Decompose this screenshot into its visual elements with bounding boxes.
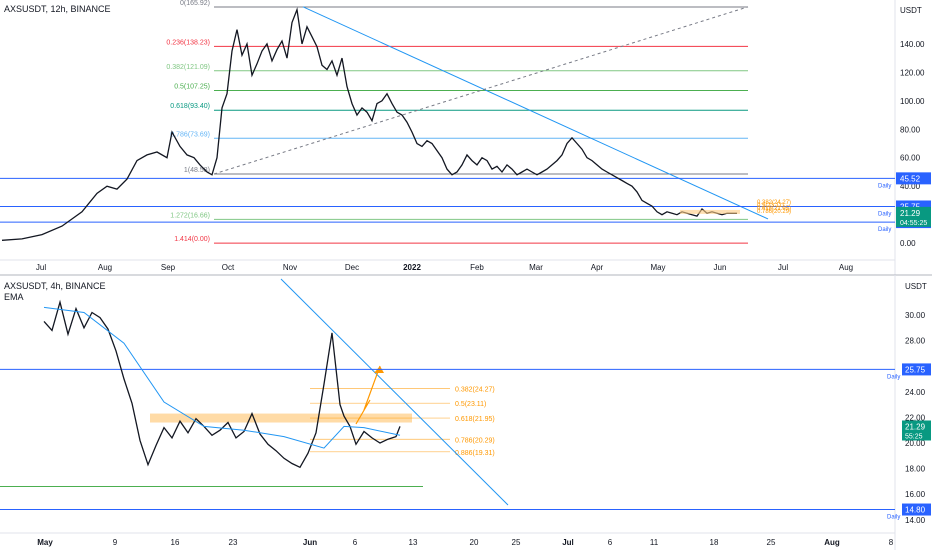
fib-level-label: 0.5(107.25) [174,83,210,90]
countdown-text: 55:25 [905,433,923,440]
y-tick-label: 20.00 [905,439,926,448]
bottom-chart-title: AXSUSDT, 4h, BINANCE [4,281,106,291]
x-tick-label: 2022 [403,263,421,272]
daily-level-label: Daily [887,515,900,521]
x-tick-label: Jun [714,263,727,272]
fib-level-label: 0.5(23.11) [455,401,486,408]
y-tick-label: 40.00 [900,182,921,191]
price-badge [902,363,931,376]
x-tick-label: May [37,538,53,547]
x-tick-label: 6 [608,538,613,547]
daily-level-label: Daily [878,183,891,189]
fib-level-label: 0.382(121.09) [166,64,210,71]
fib-level-label: 0.618(93.40) [170,103,210,110]
daily-level-label: Daily [887,374,900,380]
x-tick-label: 23 [229,538,238,547]
fib-level-label: 0.786(73.69) [170,131,210,138]
x-tick-label: 6 [353,538,358,547]
ema-indicator-label: EMA [4,292,24,302]
fib-zone-box [150,413,412,423]
mini-fib-label: 0.5(23.11) [757,203,784,209]
last-price-badge [902,420,931,441]
mini-fib-label: 0.618(21.95) [757,206,791,212]
y-tick-label: 140.00 [900,40,925,49]
price-series-line [43,299,401,469]
pane-bottom: AXSUSDT, 4h, BINANCE EMA USDT 0.382(24.2… [0,275,931,550]
fib-level-label: 0.886(19.31) [455,450,495,457]
bottom-unit-label: USDT [905,282,927,291]
y-tick-label: 24.00 [905,388,926,397]
x-tick-label: Oct [222,263,235,272]
x-tick-label: Nov [283,263,297,272]
y-tick-label: 80.00 [900,125,921,134]
fib-level-label: 1.414(0.00) [174,236,210,243]
countdown-text: 04:55:25 [900,220,927,227]
fib-level-label: 0.786(20.29) [455,437,495,444]
mini-fib-label: 0.786(20.29) [757,209,791,215]
x-tick-label: Jun [303,538,317,547]
x-tick-label: 8 [889,538,894,547]
y-tick-label: 120.00 [900,68,925,77]
last-price-text: 21.29 [905,422,926,431]
fib-level-label: 0(165.92) [180,0,210,7]
x-tick-label: Jul [36,263,46,272]
x-tick-label: 11 [650,538,659,547]
daily-level-label: Daily [878,211,891,217]
price-badge-text: 14.80 [905,506,926,515]
y-tick-label: 60.00 [900,154,921,163]
y-tick-label: 22.00 [905,413,926,422]
top-chart-title: AXSUSDT, 12h, BINANCE [4,4,111,14]
y-tick-label: 30.00 [905,311,926,320]
x-tick-label: Jul [778,263,788,272]
x-tick-label: Jul [562,538,574,547]
x-tick-label: Aug [98,263,112,272]
x-tick-label: Dec [345,263,359,272]
x-tick-label: Sep [161,263,176,272]
x-tick-label: 18 [710,538,719,547]
y-tick-label: 14.00 [905,516,926,525]
price-series-line [1,7,737,241]
y-tick-label: 0.00 [900,239,916,248]
mini-fib-label: 0.382(24.27) [757,200,791,206]
fib-level-label: 0.236(138.23) [166,39,210,46]
fib-level-label: 0.618(21.95) [455,416,495,423]
x-tick-label: 13 [409,538,418,547]
downtrend-line [280,278,509,506]
top-unit-label: USDT [900,6,922,15]
fib-level-label: 1.272(16.66) [170,212,210,219]
pane-top: AXSUSDT, 12h, BINANCE USDT 0(165.92) 0.23… [0,0,932,276]
y-tick-label: 28.00 [905,337,926,346]
price-badge-text: 45.52 [900,174,921,183]
daily-level-label: Daily [878,227,891,233]
x-tick-label: 16 [171,538,180,547]
fib-zone-box [680,209,740,214]
x-tick-label: Aug [839,263,853,272]
y-tick-label: 100.00 [900,97,925,106]
ema-series-line [43,306,401,449]
x-tick-label: Aug [824,538,840,547]
price-badge [896,172,931,185]
x-tick-label: May [650,263,665,272]
last-price-badge [896,206,931,227]
x-tick-label: 25 [767,538,776,547]
x-tick-label: 25 [512,538,521,547]
downtrend-line [302,6,769,220]
x-tick-label: Mar [529,263,543,272]
x-tick-label: Apr [591,263,604,272]
last-price-text: 21.29 [900,209,921,218]
y-tick-label: 18.00 [905,465,926,474]
price-badge [902,503,931,516]
x-tick-label: 20 [470,538,479,547]
x-tick-label: 9 [113,538,118,547]
projection-arrow [355,365,381,425]
fib-level-label: 0.382(24.27) [455,386,495,393]
price-badge-text: 25.75 [905,365,926,374]
x-tick-label: Feb [470,263,484,272]
y-tick-label: 16.00 [905,490,926,499]
fib-level-label: 1(48.58) [184,167,210,174]
